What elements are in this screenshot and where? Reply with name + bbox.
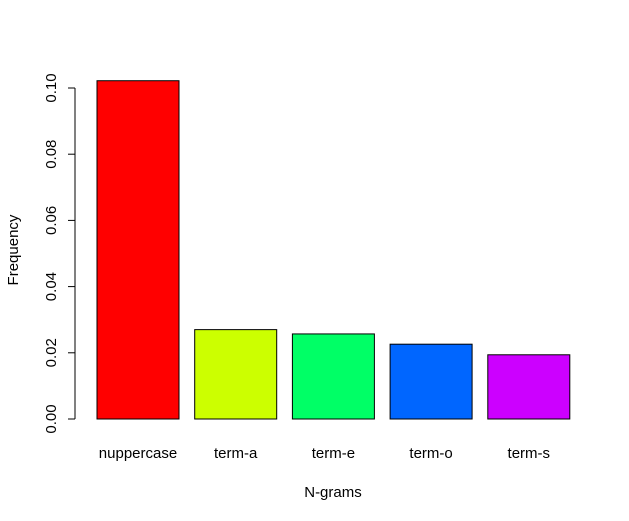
y-tick-label: 0.08	[43, 140, 60, 169]
y-tick-label: 0.04	[43, 272, 60, 301]
x-tick-label: term-o	[409, 445, 452, 462]
y-tick-label: 0.10	[43, 73, 60, 102]
bar-nuppercase	[96, 80, 180, 420]
x-axis-label: N-grams	[304, 484, 362, 501]
bar-term-s	[487, 354, 571, 420]
x-tick-label: term-s	[508, 445, 551, 462]
x-tick-label: term-e	[312, 445, 355, 462]
y-axis-label: Frequency	[5, 214, 22, 285]
x-tick-label: nuppercase	[99, 445, 177, 462]
y-tick-label: 0.00	[43, 404, 60, 433]
y-tick-label: 0.02	[43, 338, 60, 367]
y-axis: 0.00 0.02 0.04 0.06 0.08 0.10	[43, 73, 76, 434]
bars-group	[96, 80, 571, 420]
x-tick-label: term-a	[214, 445, 258, 462]
bar-term-o	[389, 343, 473, 420]
x-tick-labels: nuppercase term-a term-e term-o term-s	[99, 445, 550, 462]
y-tick-label: 0.06	[43, 206, 60, 235]
bar-term-e	[291, 333, 375, 420]
bar-term-a	[194, 329, 278, 420]
